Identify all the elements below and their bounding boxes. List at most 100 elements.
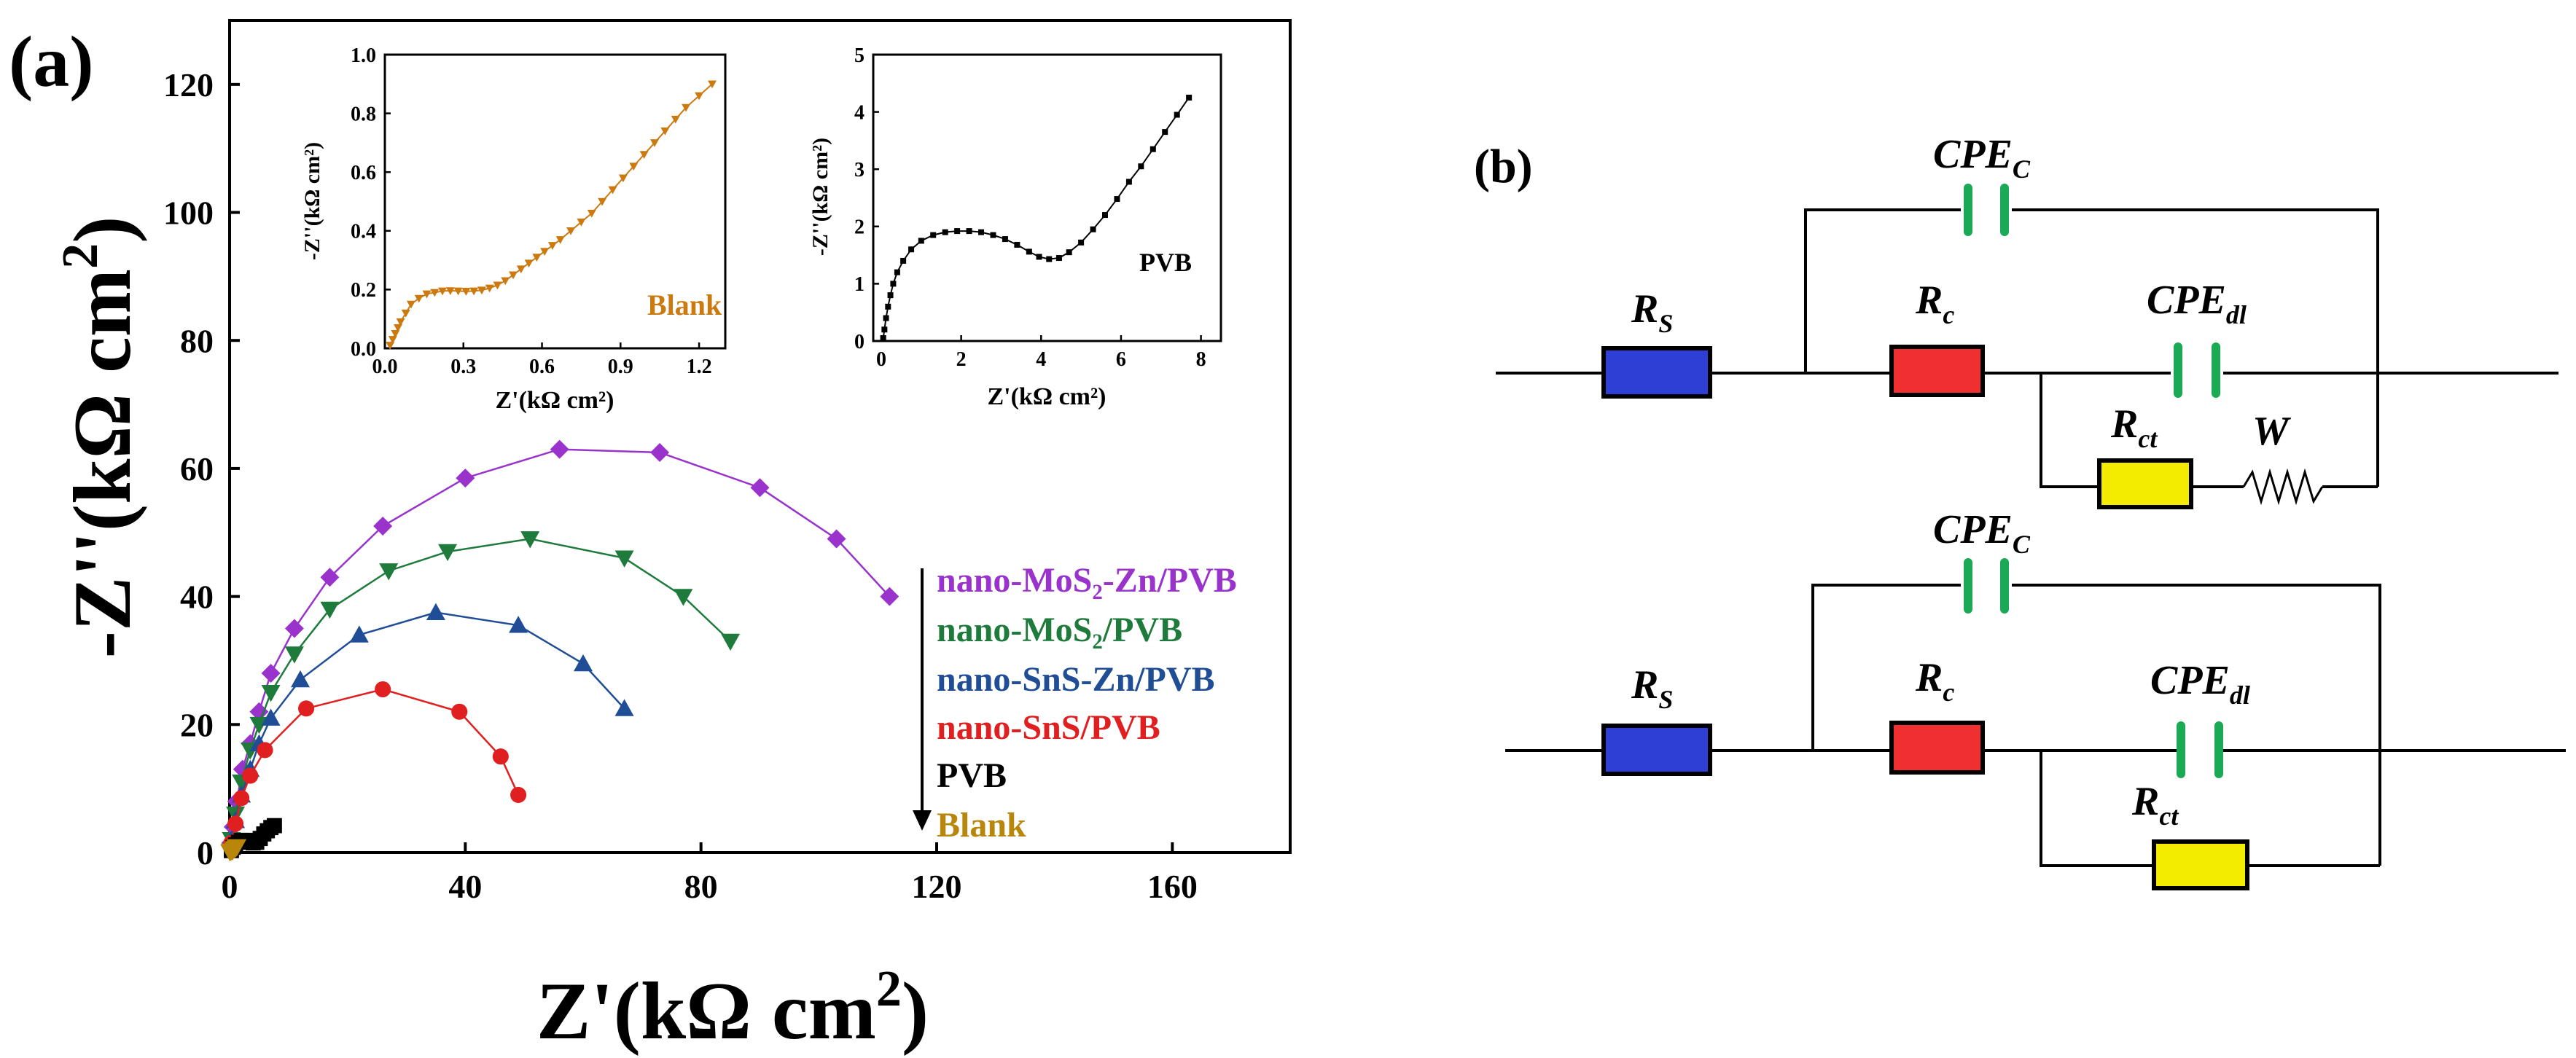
series-line-sns [230,688,520,844]
point-pvb [1046,256,1053,262]
top-rct-resistor [2097,458,2193,509]
point-sns [492,748,509,765]
point-blank_inset [461,288,471,296]
point-pvb [900,257,907,264]
panel-a-label: (a) [9,21,94,102]
top-cpe-c-symbol [1964,184,2009,236]
y-tick-label: 100 [163,195,214,232]
point-mos2_zn [750,478,770,498]
inset-blank-x-label: Z'(kΩ cm²) [495,387,614,414]
top-rs-label: RS [1631,286,1673,338]
bottom-wire-cpe-c-loop [1811,584,1961,751]
point-blank_inset [393,324,402,332]
x-tick-label: 2 [956,348,967,371]
point-sns [233,790,250,807]
point-pvb [918,238,924,244]
point-mos2_zn [249,702,269,721]
point-blank_inset [396,318,405,326]
inset-blank-frame [383,53,727,350]
point-pvb [1002,236,1008,243]
point-mos2 [438,544,458,562]
point-blank [227,839,247,857]
point-pvb [942,229,948,235]
point-mos2_zn [650,442,670,462]
point-pvb [930,232,937,238]
top-rc-label: Rc [1915,278,1954,329]
y-tick-label: 0 [854,331,864,353]
point-mos2 [320,601,340,619]
circuit-top [1496,208,2559,506]
bottom-wire-cpe-c-loop-right [2012,584,2381,866]
point-blank_inset [445,287,455,296]
point-blank_inset [532,254,542,262]
point-blank_inset [618,174,628,183]
point-mos2_zn [373,516,393,536]
point-mos2 [674,589,693,606]
main-y-axis-label-sup: 2 [52,243,109,269]
inset-pvb: 0 2 4 6 8 0 1 2 3 4 5 Z'(kΩ cm²) -Z''(kΩ cm²) PVB [808,44,1222,410]
point-blank_inset [608,186,617,195]
top-wire-rct-loop [2040,373,2099,488]
point-mos2_zn [550,439,569,459]
point-blank_inset [493,281,502,290]
point-sns [242,767,259,784]
bottom-cpe-dl-label: CPEdl [2150,658,2250,710]
x-tick-label: 0 [222,868,238,905]
y-tick-label: 60 [180,450,214,487]
series-line-mos2 [230,538,731,840]
point-blank_inset [587,209,596,218]
y-tick-label: 0.4 [351,221,376,243]
x-tick-label: 120 [912,868,962,905]
y-tick-label: 40 [180,579,214,616]
point-sns [257,742,273,759]
panel-b-label: (b) [1474,140,1533,193]
point-pvb [990,232,996,238]
y-tick-label: 20 [180,706,214,743]
point-blank_inset [469,287,479,296]
y-tick-label: 4 [854,101,864,124]
main-y-axis-label-close: ) [58,216,148,243]
point-pvb [978,229,985,235]
bottom-wire-rct-loop [2040,751,2154,867]
point-pvb [1014,241,1020,248]
inset-pvb-frame [872,53,1222,342]
point-blank_inset [695,92,704,101]
point-blank_inset [430,289,440,297]
x-tick-label: 0.9 [608,356,633,378]
bottom-cpe-c-symbol [1964,558,2009,614]
legend-item-sns: nano-SnS/PVB [937,708,1160,747]
legend-item-mos2: nano-MoS₂/PVB [937,611,1182,649]
point-sns [227,815,244,832]
legend-item-sns-zn: nano-SnS-Zn/PVB [937,660,1215,699]
point-pvb [1036,254,1042,260]
point-blank_inset [391,330,400,338]
point-pvb [883,315,889,321]
top-wire-cpe-c-loop [1804,208,1961,373]
point-blank_inset [453,287,463,296]
bottom-cpe-dl-symbol [2177,721,2223,778]
point-sns_zn [426,603,445,620]
point-mos2_zn [880,587,899,606]
main-plot-frame [228,19,1292,854]
y-tick-label: 0.0 [351,338,376,361]
point-mos2 [379,563,399,581]
point-blank_inset [566,227,576,235]
point-blank_inset [401,309,410,318]
point-pvb [966,228,972,235]
top-wire-cpe-c-loop-right [2012,208,2379,487]
point-blank_inset [477,286,486,295]
point-blank_inset [650,139,660,147]
main-y-axis-label-main: -Z''(kΩ cm [58,269,148,659]
point-blank_inset [598,197,607,206]
point-pvb [1186,94,1193,101]
bottom-rc-label: Rc [1915,655,1954,707]
top-rc-resistor [1889,345,1985,397]
point-pvb [267,818,282,834]
point-pvb [1055,255,1062,262]
point-mos2 [721,633,741,651]
x-tick-label: 0.6 [529,356,555,378]
inset-pvb-annotation: PVB [1139,248,1192,277]
point-pvb [881,326,888,333]
point-pvb [885,303,891,310]
point-blank_inset [547,242,557,250]
